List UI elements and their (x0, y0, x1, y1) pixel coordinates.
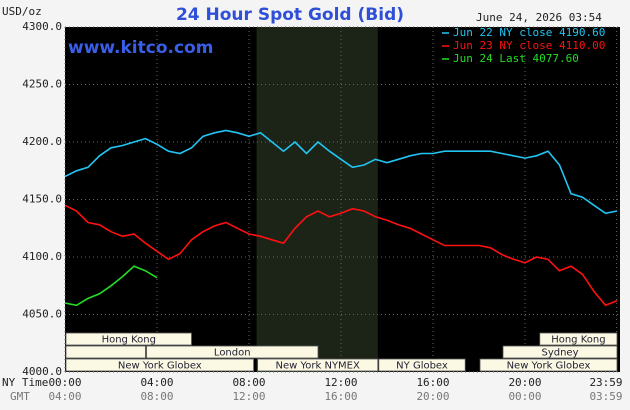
session-label: Sydney (541, 348, 578, 359)
y-tick-label: 4100.0 (22, 250, 62, 263)
x-tick-label: 04:00 (140, 376, 173, 389)
x-tick-label: 20:00 (508, 376, 541, 389)
session-label: London (214, 348, 251, 359)
legend-label: Jun 22 NY close 4190.60 (453, 26, 605, 39)
chart-title: 24 Hour Spot Gold (Bid) (176, 5, 404, 25)
x-tick-label: 08:00 (232, 376, 265, 389)
x-tick-label: 16:00 (416, 376, 449, 389)
gmt-tick-label: 04:00 (48, 390, 81, 403)
y-tick-label: 4300.0 (22, 20, 62, 33)
session-box (378, 358, 466, 372)
session-box (257, 358, 379, 372)
y-tick-label: 4150.0 (22, 193, 62, 206)
x-tick-label: 00:00 (48, 376, 81, 389)
session-box (65, 345, 146, 359)
session-box (479, 358, 618, 372)
session-box (539, 332, 618, 346)
session-label: New York NYMEX (276, 361, 361, 372)
gmt-tick-label: 08:00 (140, 390, 173, 403)
gmt-tick-label: 20:00 (416, 390, 449, 403)
series-line (64, 204, 618, 307)
y-tick-label: 4000.0 (22, 365, 62, 378)
session-box (146, 345, 319, 359)
y-tick-label: 4050.0 (22, 308, 62, 321)
session-label: Hong Kong (551, 335, 605, 346)
y-tick-label: 4200.0 (22, 135, 62, 148)
x-row-label: GMT (10, 390, 30, 403)
timestamp: June 24, 2026 03:54 (476, 11, 602, 24)
session-box (502, 345, 618, 359)
session-box (65, 332, 192, 346)
gmt-tick-label: 00:00 (508, 390, 541, 403)
gmt-tick-label: 03:59 (589, 390, 622, 403)
gmt-tick-label: 16:00 (324, 390, 357, 403)
y-unit: USD/oz (2, 5, 42, 18)
series-line (64, 265, 158, 307)
session-label: NY Globex (396, 361, 448, 372)
session-box (65, 358, 255, 372)
y-tick-label: 4250.0 (22, 78, 62, 91)
session-label: New York Globex (118, 361, 202, 372)
watermark: www.kitco.com (68, 38, 213, 58)
series-line (64, 129, 618, 215)
gmt-tick-label: 12:00 (232, 390, 265, 403)
legend-label: Jun 24 Last 4077.60 (453, 52, 579, 65)
x-row-label: NY Time (2, 376, 48, 389)
x-tick-label: 12:00 (324, 376, 357, 389)
session-label: New York Globex (507, 361, 591, 372)
x-tick-label: 23:59 (589, 376, 622, 389)
session-label: Hong Kong (102, 335, 156, 346)
legend-label: Jun 23 NY close 4110.00 (453, 39, 605, 52)
